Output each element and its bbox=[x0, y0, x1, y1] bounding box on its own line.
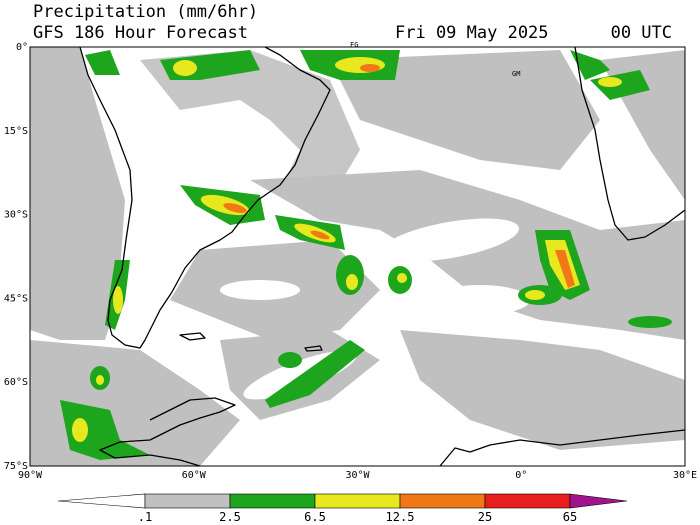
colorbar-label: 2.5 bbox=[219, 510, 241, 524]
coastlines bbox=[79, 47, 685, 466]
lon-label: 90°W bbox=[18, 470, 43, 481]
lat-label: 15°S bbox=[4, 126, 28, 137]
colorbar-label: 6.5 bbox=[304, 510, 326, 524]
colorbar-segment bbox=[229, 493, 316, 509]
colorbar-label: .1 bbox=[138, 510, 152, 524]
lat-label: 0° bbox=[16, 42, 28, 53]
colorbar-label: 65 bbox=[563, 510, 577, 524]
colorbar-arrow bbox=[57, 493, 146, 509]
map-frame bbox=[29, 46, 686, 467]
lon-label: 30°W bbox=[345, 470, 370, 481]
colorbar-arrow bbox=[569, 493, 628, 509]
lat-label: 45°S bbox=[4, 293, 28, 304]
date: Fri 09 May 2025 bbox=[395, 23, 549, 43]
map: FG GM 0° 15°S 30°S 45°S 60°S 75°S 90°W 60°W 30°… bbox=[4, 41, 697, 481]
colorbar-segment bbox=[484, 493, 571, 509]
lon-label: 30°E bbox=[673, 470, 697, 481]
place-label: FG bbox=[350, 41, 358, 49]
precip-field bbox=[30, 47, 685, 466]
lat-labels: 0° 15°S 30°S 45°S 60°S 75°S bbox=[4, 42, 28, 472]
time: 00 UTC bbox=[611, 23, 672, 43]
lon-label: 0° bbox=[515, 470, 527, 481]
lat-label: 30°S bbox=[4, 210, 28, 221]
lat-label: 75°S bbox=[4, 461, 28, 472]
colorbar-label: 25 bbox=[478, 510, 492, 524]
colorbar: .1 2.5 6.5 12.5 25 65 bbox=[57, 493, 628, 524]
colorbar-segment bbox=[144, 493, 231, 509]
colorbar-label: 12.5 bbox=[386, 510, 415, 524]
lon-label: 60°W bbox=[182, 470, 207, 481]
title: Precipitation (mm/6hr) bbox=[33, 2, 258, 22]
place-label: GM bbox=[512, 70, 520, 78]
subtitle: GFS 186 Hour Forecast bbox=[33, 23, 248, 43]
lon-labels: 90°W 60°W 30°W 0° 30°E bbox=[18, 470, 697, 481]
colorbar-segment bbox=[314, 493, 401, 509]
lat-label: 60°S bbox=[4, 377, 28, 388]
colorbar-segment bbox=[399, 493, 486, 509]
